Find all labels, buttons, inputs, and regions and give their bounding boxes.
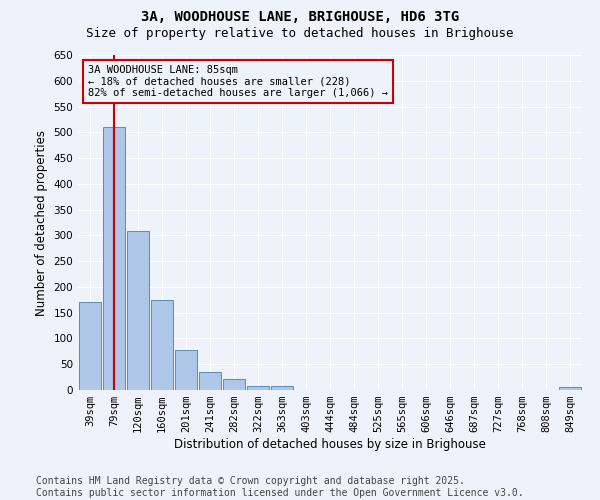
Text: Size of property relative to detached houses in Brighouse: Size of property relative to detached ho… [86,28,514,40]
Bar [271,386,293,390]
X-axis label: Distribution of detached houses by size in Brighouse: Distribution of detached houses by size … [174,438,486,451]
Bar [199,372,221,390]
Bar [247,386,269,390]
Bar [127,232,149,390]
Y-axis label: Number of detached properties: Number of detached properties [35,130,48,316]
Bar [559,387,581,390]
Bar [223,379,245,390]
Text: Contains HM Land Registry data © Crown copyright and database right 2025.
Contai: Contains HM Land Registry data © Crown c… [36,476,524,498]
Bar [103,127,125,390]
Bar [175,350,197,390]
Text: 3A WOODHOUSE LANE: 85sqm
← 18% of detached houses are smaller (228)
82% of semi-: 3A WOODHOUSE LANE: 85sqm ← 18% of detach… [88,65,388,98]
Text: 3A, WOODHOUSE LANE, BRIGHOUSE, HD6 3TG: 3A, WOODHOUSE LANE, BRIGHOUSE, HD6 3TG [141,10,459,24]
Bar [151,300,173,390]
Bar [79,302,101,390]
